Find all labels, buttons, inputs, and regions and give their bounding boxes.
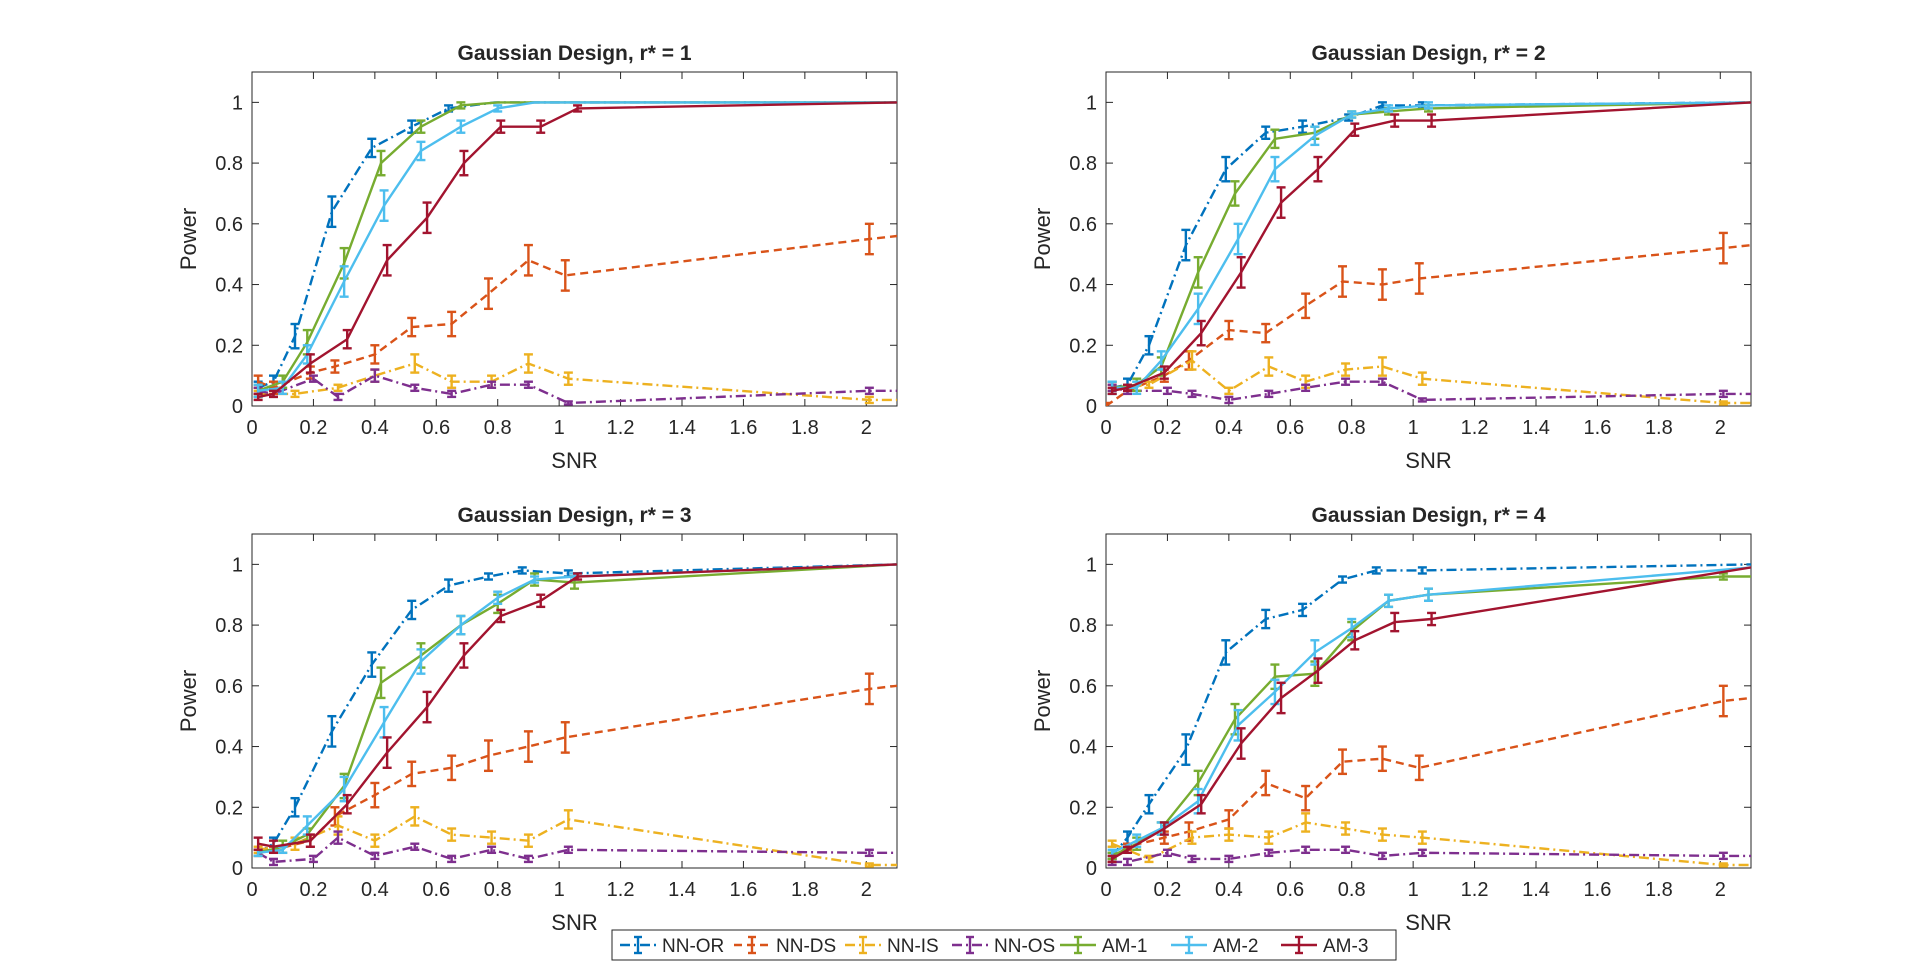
panel-4: 0 0.2 0.4 0.6 0.8 1 1.2 1.4 1.6 1.8 2 0 0.2 0.4 0.6 0.8… (1030, 504, 1751, 935)
x-tick-label: 0.4 (361, 417, 389, 439)
x-tick-label: 1.6 (1584, 879, 1612, 901)
x-tick-label: 1.6 (730, 879, 758, 901)
x-tick-label: 1.8 (791, 417, 819, 439)
panel-title: Gaussian Design, r* = 1 (457, 42, 691, 65)
legend-label-am-3: AM-3 (1323, 936, 1368, 957)
x-tick-label: 1.4 (1522, 417, 1550, 439)
y-tick-label: 0.2 (215, 797, 243, 819)
legend-label-am-1: AM-1 (1102, 936, 1147, 957)
x-tick-label: 1 (554, 879, 565, 901)
y-axis-label: Power (1030, 670, 1055, 732)
x-tick-label: 1 (1408, 417, 1419, 439)
x-tick-label: 1.6 (1584, 417, 1612, 439)
x-tick-label: 0.4 (361, 879, 389, 901)
plot-area (252, 72, 897, 406)
y-tick-label: 0.2 (1069, 797, 1097, 819)
x-tick-label: 0.2 (300, 417, 328, 439)
panel-title: Gaussian Design, r* = 4 (1311, 504, 1545, 527)
y-tick-label: 0.8 (1069, 153, 1097, 175)
y-tick-label: 0.4 (1069, 737, 1097, 759)
x-tick-label: 0.8 (1338, 879, 1366, 901)
x-tick-label: 2 (861, 417, 872, 439)
x-tick-label: 0.2 (300, 879, 328, 901)
y-tick-label: 1 (232, 554, 243, 576)
y-tick-label: 0.8 (215, 615, 243, 637)
legend-label-nn-ds: NN-DS (776, 936, 836, 957)
y-tick-label: 0.4 (1069, 275, 1097, 297)
panel-title: Gaussian Design, r* = 2 (1311, 42, 1545, 65)
legend: NN-OR NN-DS NN-IS NN-OS AM-1 AM-2 AM-3 (612, 930, 1396, 960)
y-tick-label: 0.8 (215, 153, 243, 175)
x-tick-label: 0.4 (1215, 879, 1243, 901)
x-tick-label: 2 (1715, 417, 1726, 439)
x-axis-label: SNR (1405, 448, 1451, 473)
figure: 0 0.2 0.4 0.6 0.8 1 1.2 1.4 1.6 1.8 2 0 0.2 0.4 0.6 0.8… (0, 0, 1920, 963)
x-tick-label: 0.8 (484, 417, 512, 439)
x-tick-label: 0.8 (1338, 417, 1366, 439)
y-axis-label: Power (176, 670, 201, 732)
y-tick-label: 0.4 (215, 737, 243, 759)
x-tick-label: 1.4 (668, 879, 696, 901)
x-tick-label: 1 (554, 417, 565, 439)
x-axis-label: SNR (551, 910, 597, 935)
x-axis-label: SNR (551, 448, 597, 473)
x-tick-label: 1 (1408, 879, 1419, 901)
legend-label-nn-os: NN-OS (994, 936, 1055, 957)
panel-title: Gaussian Design, r* = 3 (457, 504, 691, 527)
x-tick-label: 2 (861, 879, 872, 901)
x-tick-label: 1.4 (1522, 879, 1550, 901)
y-tick-label: 0 (1086, 396, 1097, 418)
y-tick-label: 0.6 (1069, 676, 1097, 698)
y-tick-label: 0 (1086, 858, 1097, 880)
x-tick-label: 2 (1715, 879, 1726, 901)
x-tick-label: 0.6 (422, 417, 450, 439)
x-tick-label: 0.8 (484, 879, 512, 901)
y-tick-label: 0.4 (215, 275, 243, 297)
legend-label-nn-is: NN-IS (887, 936, 939, 957)
x-tick-label: 0.2 (1154, 417, 1182, 439)
x-tick-label: 1.8 (1645, 417, 1673, 439)
legend-label-nn-or: NN-OR (662, 936, 724, 957)
panel-2: 0 0.2 0.4 0.6 0.8 1 1.2 1.4 1.6 1.8 2 0 0.2 0.4 0.6 0.8… (1030, 42, 1751, 473)
x-tick-label: 0.6 (422, 879, 450, 901)
x-tick-label: 0.4 (1215, 417, 1243, 439)
x-tick-label: 1.2 (1461, 879, 1489, 901)
x-tick-label: 1.8 (1645, 879, 1673, 901)
x-tick-label: 1.2 (607, 417, 635, 439)
y-tick-label: 1 (232, 92, 243, 114)
legend-label-am-2: AM-2 (1213, 936, 1258, 957)
y-axis-label: Power (176, 208, 201, 270)
x-tick-label: 1.8 (791, 879, 819, 901)
y-tick-label: 0.6 (1069, 214, 1097, 236)
x-tick-label: 1.4 (668, 417, 696, 439)
x-tick-label: 0 (246, 879, 257, 901)
y-tick-label: 0 (232, 858, 243, 880)
x-tick-label: 1.2 (1461, 417, 1489, 439)
x-tick-label: 1.2 (607, 879, 635, 901)
y-tick-label: 1 (1086, 92, 1097, 114)
x-axis-label: SNR (1405, 910, 1451, 935)
panel-1: 0 0.2 0.4 0.6 0.8 1 1.2 1.4 1.6 1.8 2 0 0.2 0.4 0.6 0.8… (176, 42, 897, 473)
x-tick-label: 0.6 (1276, 879, 1304, 901)
x-tick-label: 0.6 (1276, 417, 1304, 439)
y-tick-label: 0.6 (215, 214, 243, 236)
y-tick-label: 0.2 (1069, 335, 1097, 357)
y-tick-label: 1 (1086, 554, 1097, 576)
x-tick-label: 0 (1100, 417, 1111, 439)
x-tick-label: 0 (1100, 879, 1111, 901)
y-tick-label: 0.2 (215, 335, 243, 357)
y-tick-label: 0.6 (215, 676, 243, 698)
x-tick-label: 0.2 (1154, 879, 1182, 901)
x-tick-label: 1.6 (730, 417, 758, 439)
y-tick-label: 0 (232, 396, 243, 418)
x-tick-label: 0 (246, 417, 257, 439)
plot-area (1106, 72, 1751, 406)
panel-3: 0 0.2 0.4 0.6 0.8 1 1.2 1.4 1.6 1.8 2 0 0.2 0.4 0.6 0.8… (176, 504, 897, 935)
y-tick-label: 0.8 (1069, 615, 1097, 637)
y-axis-label: Power (1030, 208, 1055, 270)
